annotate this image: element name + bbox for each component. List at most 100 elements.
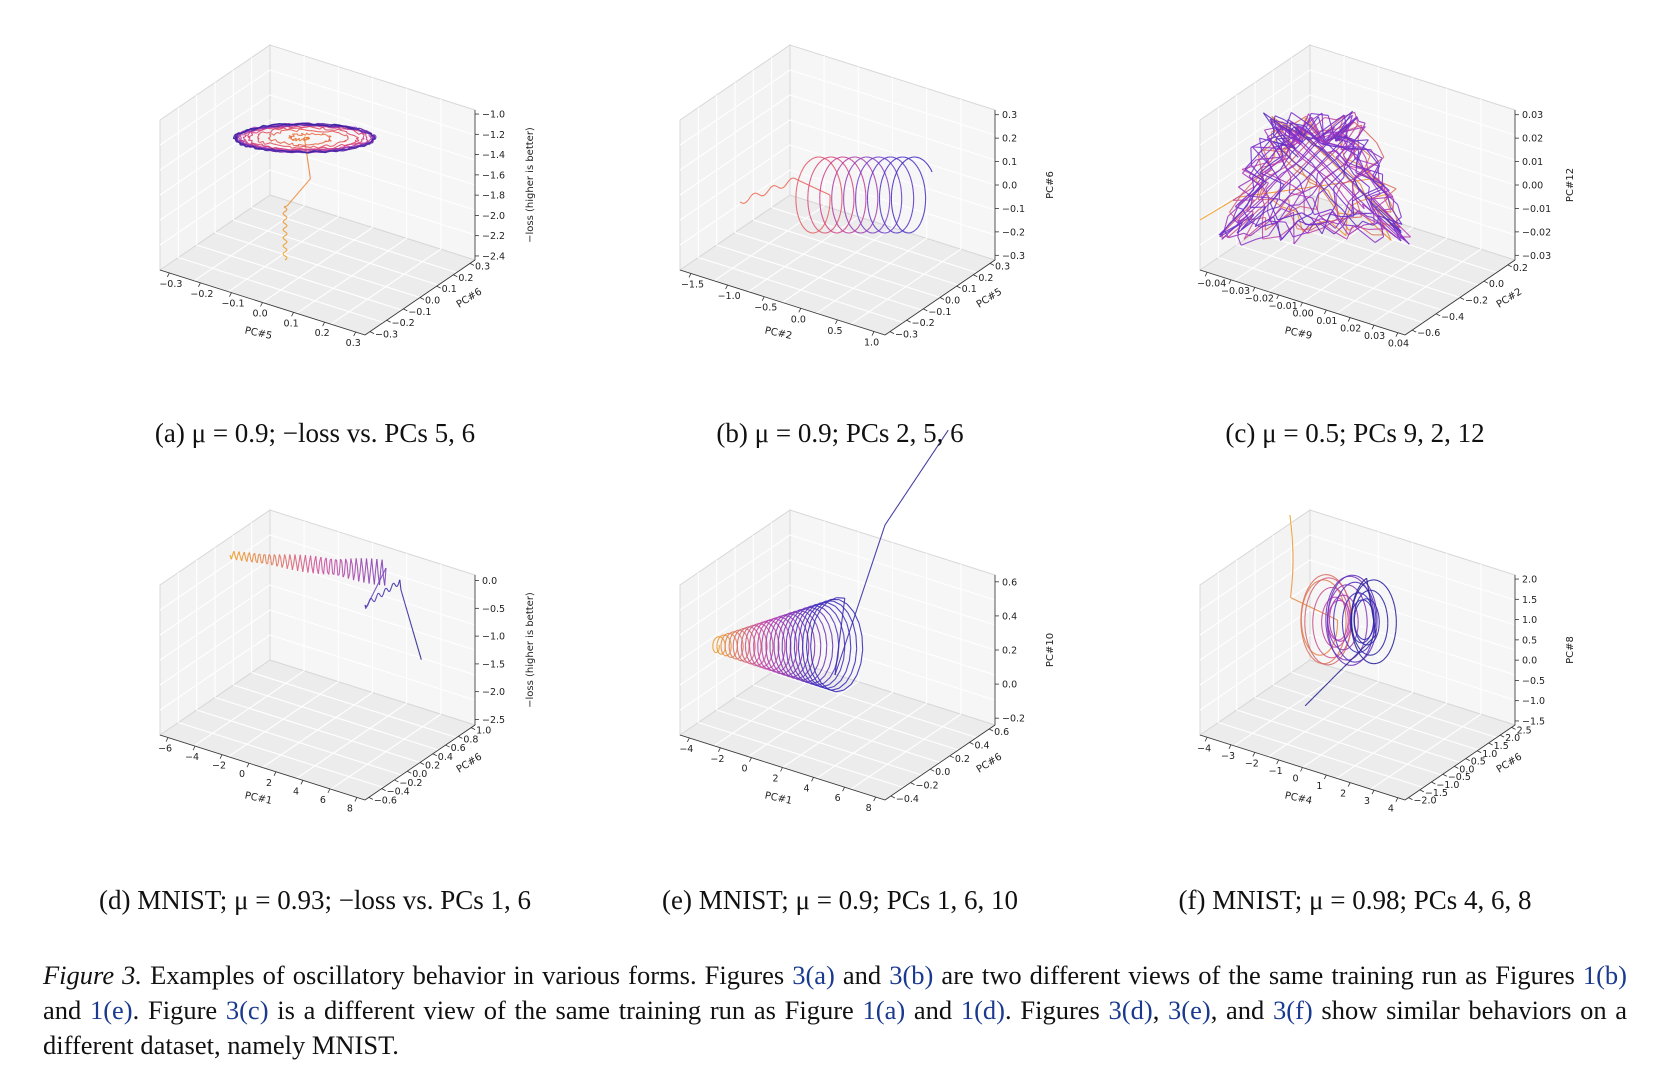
y-axis-label: PC#6 (455, 752, 484, 776)
x-tick-label: 0.1 (284, 318, 299, 329)
z-tick-label: −1.0 (482, 110, 505, 121)
x-tick-label: 2 (266, 778, 272, 789)
x-tick-label: −2 (212, 761, 226, 772)
x-tick-label: 8 (347, 803, 353, 814)
z-tick-label: −1.6 (482, 170, 505, 181)
x-tick-label: 0.3 (346, 338, 361, 349)
figure-ref-link[interactable]: 3(f) (1273, 995, 1313, 1025)
plot-f: −4−3−2−101234−2.0−1.5−1.0−0.50.00.51.01.… (1197, 509, 1576, 815)
y-tick-label: 0.2 (955, 754, 970, 765)
x-tick-label: −0.03 (1221, 286, 1250, 297)
plot-e: −4 −2 0 2 4 6 8 −0.4 −0.2 0.0 0.2 0.4 0.6 0.6 0.4 0.2 0.… (678, 429, 1056, 814)
figure-ref-link[interactable]: 3(e) (1168, 995, 1211, 1025)
x-axis-line (679, 269, 886, 336)
z-tick-label: 0.2 (1002, 646, 1017, 657)
figure-ref-link[interactable]: 3(d) (1108, 995, 1153, 1025)
y-tick-label: 0.4 (974, 740, 989, 751)
z-axis-label: −loss (higher is better) (525, 127, 536, 243)
x-tick-label: 0.01 (1316, 316, 1337, 327)
x-tick-label: −4 (679, 744, 693, 755)
y-tick-label: 0.1 (442, 284, 457, 295)
figure-ref-link[interactable]: 3(a) (792, 960, 835, 990)
z-tick-label: 1.0 (1522, 615, 1537, 626)
y-tick-label: −0.4 (387, 787, 410, 798)
y-tick-label: −1.5 (1425, 788, 1448, 799)
y-tick-label: 0.0 (1489, 279, 1504, 290)
x-tick-label: −3 (1221, 751, 1235, 762)
z-tick-label: 0.02 (1522, 134, 1543, 145)
x-tick-label: 0.5 (827, 326, 842, 337)
y-tick-label: −1.0 (1436, 780, 1459, 791)
z-tick-label: 0.3 (1002, 110, 1017, 121)
y-tick-label: −0.3 (895, 330, 918, 341)
x-tick-label: 4 (293, 786, 299, 797)
z-axis-label: PC#6 (1045, 171, 1056, 199)
z-tick-label: 0.0 (1522, 656, 1537, 667)
y-axis-label: PC#6 (975, 752, 1004, 776)
y-tick-label: 0.5 (1471, 757, 1486, 768)
y-tick-label: 0.0 (945, 296, 960, 307)
z-tick-label: −0.01 (1522, 204, 1551, 215)
z-tick-label: 1.5 (1522, 595, 1537, 606)
z-tick-label: 0.2 (1002, 134, 1017, 145)
panel-e: −4 −2 0 2 4 6 8 −0.4 −0.2 0.0 0.2 0.4 0.6 0.6 0.4 0.2 0.… (660, 429, 1180, 845)
y-tick-label: 0.2 (978, 273, 993, 284)
x-axis-label: PC#5 (244, 325, 273, 342)
caption-text: . Figure (132, 995, 226, 1025)
y-tick-label: −0.1 (928, 307, 951, 318)
grid-lines (679, 55, 996, 325)
y-tick-label: 0.8 (463, 734, 478, 745)
figure-ref-link[interactable]: 3(b) (889, 960, 934, 990)
caption-e: (e) MNIST; μ = 0.9; PCs 1, 6, 10 (662, 885, 1018, 915)
x-tick-label: 0 (1293, 774, 1299, 785)
trajectory (739, 156, 933, 234)
x-tick-label: 0.0 (791, 314, 806, 325)
caption-text: and (43, 995, 90, 1025)
trajectory (232, 122, 377, 261)
x-tick-label: −1 (1269, 766, 1283, 777)
x-tick-label: 1 (1316, 781, 1322, 792)
z-tick-label: 0.6 (1002, 577, 1017, 588)
x-tick-label: −0.1 (221, 299, 244, 310)
z-tick-label: −2.2 (482, 231, 505, 242)
y-tick-label: 2.5 (1517, 725, 1532, 736)
figure-caption: Figure 3. Examples of oscillatory behavi… (43, 958, 1627, 1063)
y-tick-label: 2.0 (1505, 733, 1520, 744)
plot-d: −6−4−202468−0.6−0.4−0.20.00.20.40.60.81.… (158, 509, 536, 814)
y-tick-label: −0.2 (392, 318, 415, 329)
figure-ref-link[interactable]: 1(d) (960, 995, 1006, 1025)
y-axis-label: PC#6 (1495, 752, 1524, 776)
panel-f: −4 −3 −2 −1 0 1 2 3 4 −2.0 −1.5 −1.0 −0.5 0.0 0.5 1.0 1.… (1180, 509, 1670, 845)
caption-d: (d) MNIST; μ = 0.93; −loss vs. PCs 1, 6 (99, 885, 531, 915)
x-tick-label: 8 (866, 803, 872, 814)
x-tick-label: −2 (710, 754, 724, 765)
y-tick-label: −0.6 (374, 795, 397, 806)
z-tick-label: −0.2 (1002, 227, 1025, 238)
z-tick-label: −0.1 (1002, 204, 1025, 215)
y-tick-label: −0.1 (408, 307, 431, 318)
x-axis-label: PC#9 (1284, 325, 1313, 342)
x-tick-label: −0.01 (1269, 301, 1298, 312)
x-tick-label: 1.0 (864, 338, 879, 349)
x-tick-label: 3 (1364, 796, 1370, 807)
grid-lines (1199, 520, 1516, 790)
panel-b: −1.5 −1.0 −0.5 0.0 0.5 1.0 −0.3 −0.2 −0.1 0.0 0.1 0… (660, 44, 1180, 380)
y-tick-label: 0.4 (438, 752, 453, 763)
y-tick-label: 1.0 (476, 726, 491, 737)
z-tick-label: 0.5 (1522, 635, 1537, 646)
figure-ref-link[interactable]: 1(e) (89, 995, 133, 1025)
z-tick-label: −0.03 (1522, 251, 1551, 262)
x-tick-label: −1.5 (681, 279, 704, 290)
y-axis-line (884, 724, 996, 801)
caption-b: (b) μ = 0.9; PCs 2, 5, 6 (716, 418, 964, 448)
z-tick-label: −1.2 (482, 130, 505, 141)
x-tick-label: 0.0 (253, 309, 268, 320)
grid-lines (679, 520, 996, 790)
figure-ref-link[interactable]: 1(b) (1582, 960, 1627, 990)
figure-ref-link[interactable]: 1(a) (862, 995, 906, 1025)
z-tick-label: −1.0 (482, 632, 505, 643)
figure-ref-link[interactable]: 3(c) (225, 995, 269, 1025)
z-tick-label: −2.4 (482, 251, 505, 262)
trajectory (1199, 110, 1411, 246)
z-tick-label: 0.03 (1522, 110, 1543, 121)
